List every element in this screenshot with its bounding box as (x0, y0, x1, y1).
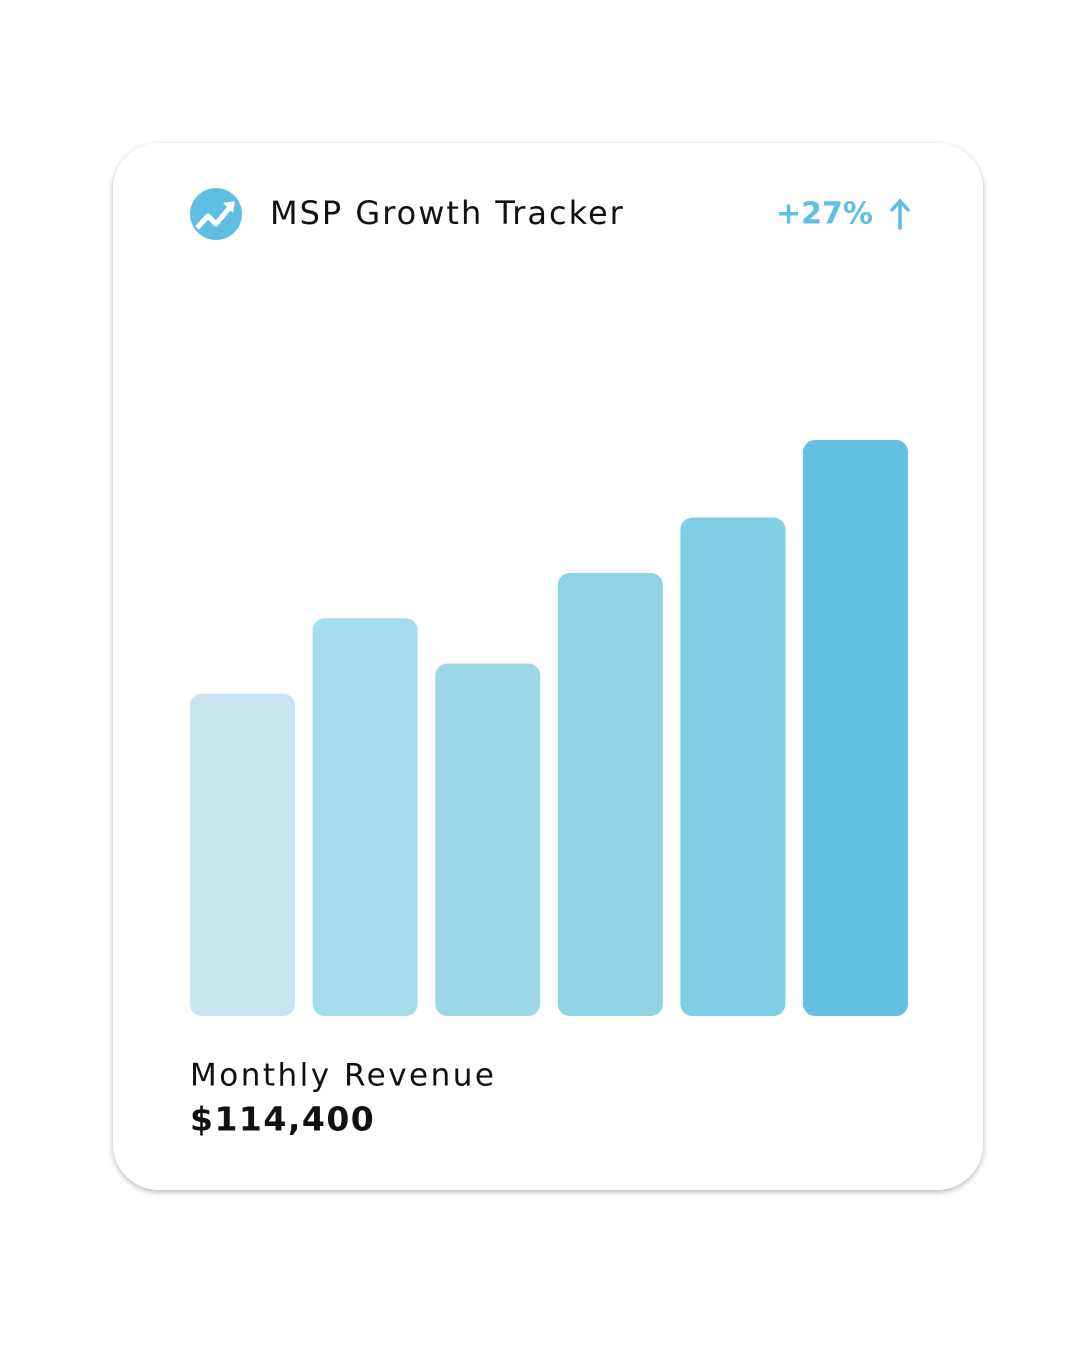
bar (312, 618, 418, 1016)
metric-value: $114,400 (190, 1100, 375, 1139)
app-icon (190, 188, 242, 240)
bar (680, 517, 786, 1016)
title: MSP Growth Tracker (270, 194, 625, 232)
change-badge: +27% (776, 197, 873, 232)
bar (803, 440, 908, 1016)
bar (557, 572, 663, 1016)
up-arrow (890, 198, 910, 230)
metric-label: Monthly Revenue (190, 1058, 496, 1094)
bar (435, 663, 541, 1016)
bar (190, 693, 295, 1016)
